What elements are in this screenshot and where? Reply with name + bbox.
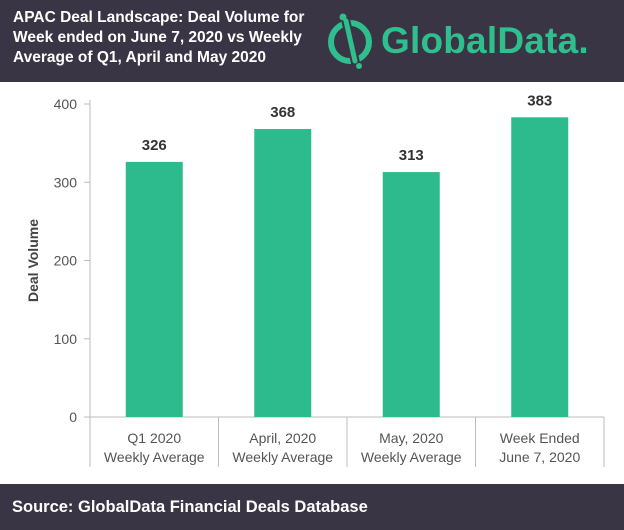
bar	[382, 172, 440, 417]
y-tick-label: 200	[54, 253, 78, 269]
data-label: 383	[527, 92, 552, 109]
x-tick-label: Weekly Average	[104, 449, 205, 465]
data-label: 313	[399, 147, 424, 164]
data-label: 326	[142, 137, 167, 154]
y-tick-label: 300	[54, 174, 78, 190]
y-tick-label: 0	[69, 409, 77, 425]
y-tick-label: 100	[54, 331, 78, 347]
footer-banner: Source: GlobalData Financial Deals Datab…	[0, 484, 624, 530]
bar-chart: 0 100 200 300 400 Deal Volume 326 Q1 2020 Weekly…	[25, 92, 605, 467]
y-tick-label: 400	[54, 96, 78, 112]
globaldata-logo: GlobalData.	[326, 13, 618, 69]
x-tick-label: April, 2020	[249, 430, 316, 446]
x-tick-label: Weekly Average	[232, 449, 333, 465]
logo-wordmark: GlobalData.	[381, 20, 589, 61]
chart-area: 0 100 200 300 400 Deal Volume 326 Q1 2020 Weekly…	[0, 82, 624, 484]
bar	[254, 129, 312, 417]
header-banner: APAC Deal Landscape: Deal Volume for Wee…	[0, 0, 624, 82]
bar	[125, 161, 183, 417]
y-axis-title: Deal Volume	[25, 219, 41, 302]
x-tick-label: May, 2020	[379, 430, 444, 446]
x-tick-label: Weekly Average	[361, 449, 462, 465]
x-tick-label: Q1 2020	[127, 430, 181, 446]
globaldata-logo-icon	[328, 13, 372, 69]
data-label: 368	[270, 104, 295, 121]
x-tick-label: Week Ended	[500, 430, 580, 446]
bar	[511, 117, 569, 418]
x-tick-label: June 7, 2020	[499, 449, 580, 465]
chart-title: APAC Deal Landscape: Deal Volume for Wee…	[13, 9, 305, 66]
source-note: Source: GlobalData Financial Deals Datab…	[12, 498, 368, 516]
